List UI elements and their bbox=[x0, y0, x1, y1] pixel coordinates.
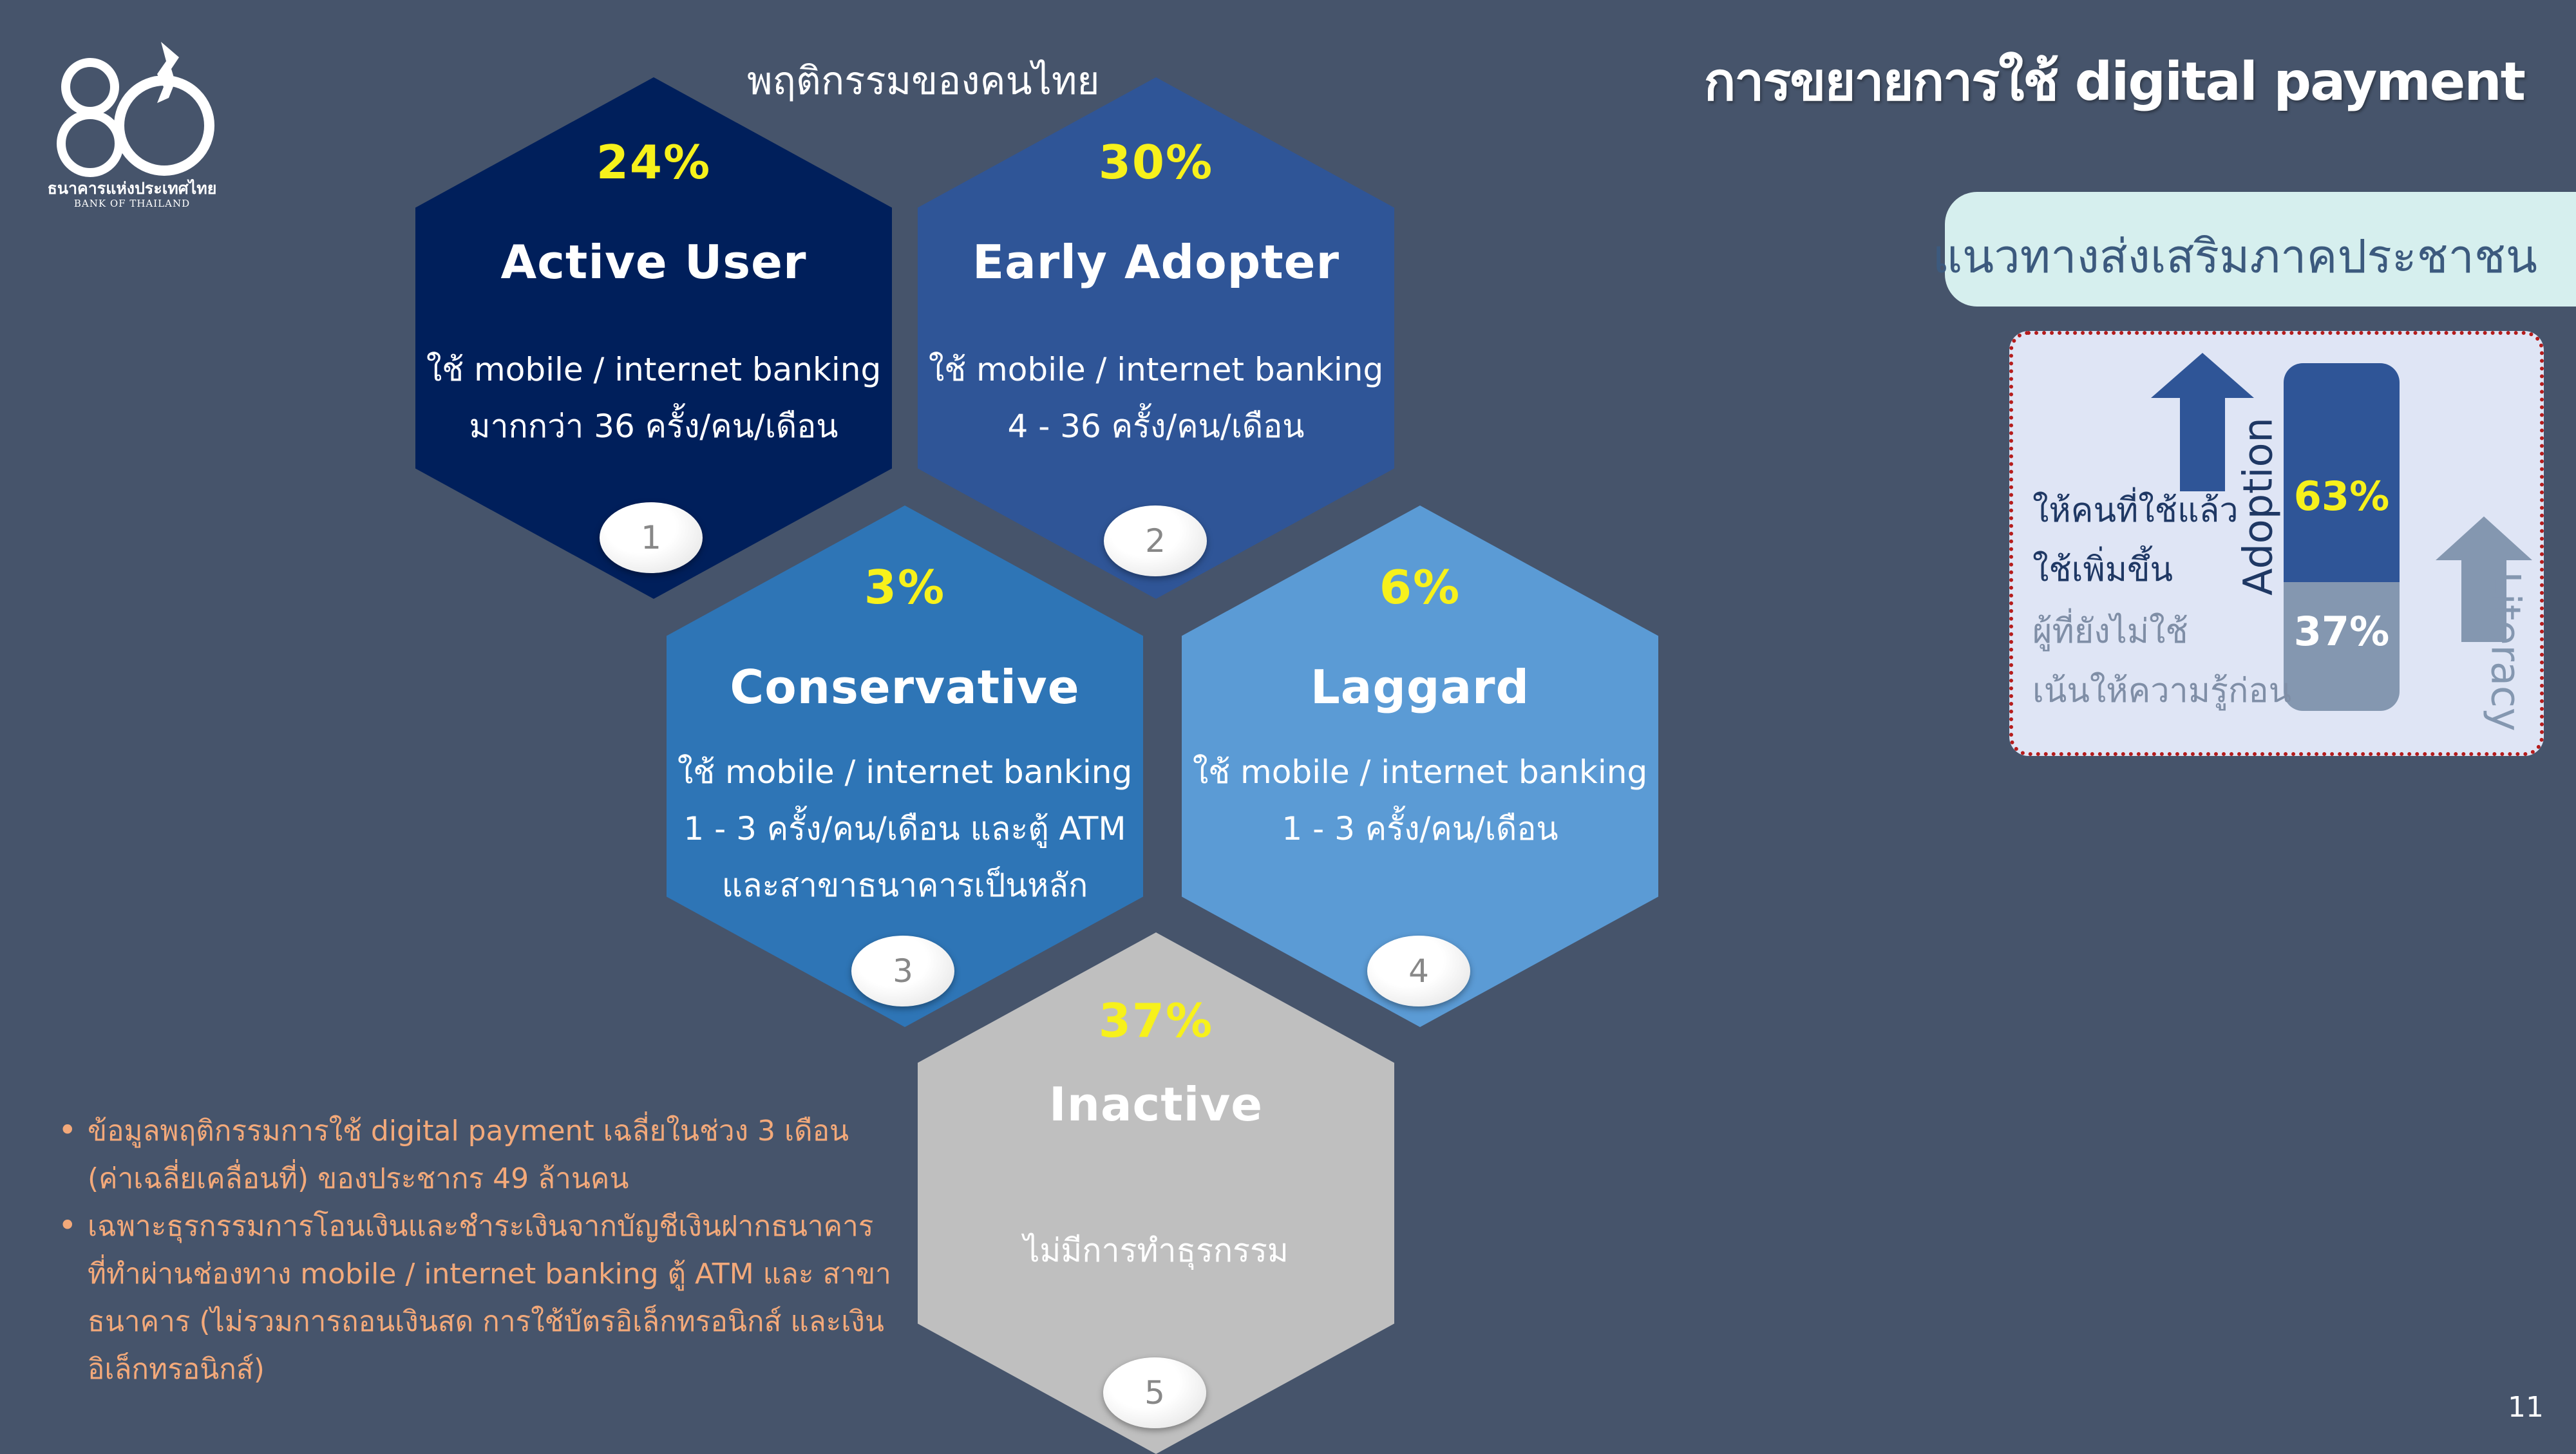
adoption-percent: 63% bbox=[2293, 473, 2390, 520]
footnote-item: เฉพาะธุรกรรมการโอนเงินและชำระเงินจากบัญช… bbox=[58, 1202, 891, 1393]
literacy-label: Literacy bbox=[2482, 571, 2530, 732]
segment-name: Active User bbox=[500, 235, 807, 289]
footnote-line: (ค่าเฉลี่ยเคลื่อนที่) ของประชากร 49 ล้าน… bbox=[88, 1162, 629, 1195]
segment-desc-line: ใช้ mobile / internet banking bbox=[426, 351, 882, 388]
logo-org-english: BANK OF THAILAND bbox=[73, 198, 191, 209]
footnote-line: อิเล็กทรอนิกส์) bbox=[88, 1353, 265, 1386]
segment-number-badge: 4 bbox=[1367, 936, 1470, 1006]
footnote-line: ที่ทำผ่านช่องทาง mobile / internet banki… bbox=[88, 1258, 891, 1290]
segment-desc-line: 1 - 3 ครั้ง/คน/เดือน bbox=[1282, 810, 1558, 847]
literacy-bar-segment bbox=[2284, 582, 2400, 711]
footnote-line: ธนาคาร (ไม่รวมการถอนเงินสด การใช้บัตรอิเ… bbox=[88, 1305, 884, 1338]
literacy-text-line: ผู้ที่ยังไม่ใช้ bbox=[2032, 612, 2188, 651]
adoption-label: Adoption bbox=[2234, 417, 2282, 596]
arrow-up-literacy-icon bbox=[2436, 516, 2532, 642]
literacy-percent: 37% bbox=[2293, 608, 2390, 655]
page-title: การขยายการใช้ digital payment bbox=[1703, 52, 2526, 113]
segment-description: ไม่มีการทำธุรกรรม bbox=[918, 1222, 1394, 1279]
adoption-text-line: ใช้เพิ่มขึ้น bbox=[2032, 551, 2174, 589]
segment-description: ใช้ mobile / internet banking มากกว่า 36… bbox=[415, 341, 892, 455]
segment-name: Conservative bbox=[730, 660, 1080, 714]
segment-desc-line: มากกว่า 36 ครั้ง/คน/เดือน bbox=[469, 408, 838, 445]
adoption-literacy-bar: 63% 37% bbox=[2284, 363, 2400, 711]
page-number: 11 bbox=[2508, 1391, 2544, 1424]
bank-logo: ธนาคารแห่งประเทศไทย BANK OF THAILAND bbox=[39, 29, 225, 222]
segment-percent: 3% bbox=[864, 560, 946, 614]
segment-number-badge: 3 bbox=[851, 936, 954, 1006]
segment-description: ใช้ mobile / internet banking 4 - 36 ครั… bbox=[918, 341, 1394, 455]
adoption-text-line: ให้คนที่ใช้แล้ว bbox=[2032, 491, 2239, 530]
segment-name: Early Adopter bbox=[972, 235, 1340, 289]
segment-desc-line: 4 - 36 ครั้ง/คน/เดือน bbox=[1007, 408, 1305, 445]
segment-description: ใช้ mobile / internet banking 1 - 3 ครั้… bbox=[1182, 744, 1658, 857]
segment-conservative: 3% Conservative ใช้ mobile / internet ba… bbox=[667, 505, 1143, 1027]
segment-desc-line: 1 - 3 ครั้ง/คน/เดือน และตู้ ATM bbox=[683, 810, 1126, 847]
segment-desc-line: ไม่มีการทำธุรกรรม bbox=[1023, 1232, 1289, 1269]
footnote-item: ข้อมูลพฤติกรรมการใช้ digital payment เฉล… bbox=[58, 1106, 849, 1203]
segment-desc-line: ใช้ mobile / internet banking bbox=[677, 753, 1133, 791]
segment-desc-line: และสาขาธนาคารเป็นหลัก bbox=[721, 867, 1088, 904]
segment-number-badge: 5 bbox=[1103, 1357, 1206, 1428]
footnote-line: ข้อมูลพฤติกรรมการใช้ digital payment เฉล… bbox=[88, 1115, 849, 1147]
segment-percent: 6% bbox=[1379, 560, 1461, 614]
adoption-bar-segment bbox=[2284, 363, 2400, 582]
segment-name: Laggard bbox=[1310, 660, 1530, 714]
promotion-box: 63% 37% Adoption Literacy ให้คนที่ใช้แล้… bbox=[2009, 331, 2544, 756]
segment-desc-line: ใช้ mobile / internet banking bbox=[1192, 753, 1648, 791]
footnote-line: เฉพาะธุรกรรมการโอนเงินและชำระเงินจากบัญช… bbox=[88, 1210, 874, 1243]
segment-description: ใช้ mobile / internet banking 1 - 3 ครั้… bbox=[667, 744, 1143, 914]
promotion-heading: แนวทางส่งเสริมภาคประชาชน bbox=[1932, 229, 2537, 283]
segment-percent: 24% bbox=[596, 135, 712, 189]
segment-percent: 37% bbox=[1098, 994, 1214, 1048]
logo-org-thai: ธนาคารแห่งประเทศไทย bbox=[47, 179, 217, 198]
segment-name: Inactive bbox=[1048, 1077, 1264, 1131]
arrow-up-adoption-icon bbox=[2151, 353, 2254, 491]
segment-percent: 30% bbox=[1098, 135, 1214, 189]
footnotes: ข้อมูลพฤติกรรมการใช้ digital payment เฉล… bbox=[58, 1106, 891, 1393]
promotion-heading-banner: แนวทางส่งเสริมภาคประชาชน bbox=[1933, 192, 2576, 307]
hexagon-section-heading: พฤติกรรมของคนไทย bbox=[747, 59, 1100, 104]
segment-number-badge: 1 bbox=[600, 502, 703, 573]
segment-number-badge: 2 bbox=[1104, 505, 1207, 576]
literacy-text-line: เน้นให้ความรู้ก่อน bbox=[2032, 672, 2292, 710]
segment-desc-line: ใช้ mobile / internet banking bbox=[928, 351, 1384, 388]
logo-80-emblem bbox=[57, 42, 214, 177]
